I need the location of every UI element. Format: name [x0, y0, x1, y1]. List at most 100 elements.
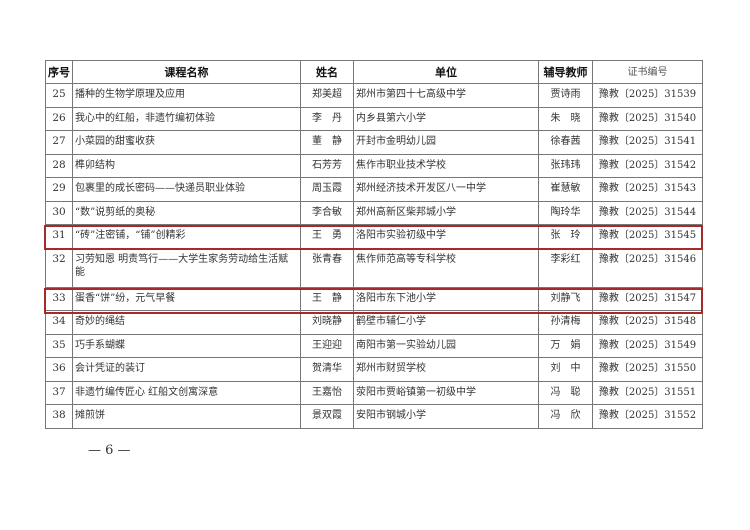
certificate-number: 豫教〔2025〕31541 [592, 130, 703, 155]
tutor-name: 冯 欣 [538, 404, 593, 429]
certificate-number: 豫教〔2025〕31542 [592, 153, 703, 178]
table-row: 26 我心中的红船，非遗竹编初体验李 丹内乡县第六小学朱 晓豫教〔2025〕315… [45, 106, 703, 131]
row-number: 28 [45, 153, 73, 178]
header-tutor: 辅导教师 [538, 60, 593, 84]
row-number: 37 [45, 380, 73, 405]
table-row: 38 摊煎饼 景双霞 安阳市钢城小学冯 欣豫教〔2025〕31552 [45, 404, 703, 429]
unit-name: 内乡县第六小学 [353, 106, 539, 131]
table-row: 35 巧手系蝴蝶 王迎迎 南阳市第一实验幼儿园万 娟豫教〔2025〕31549 [45, 333, 703, 358]
table-row: 31 “砖”注密铺，“铺”创精彩王 勇洛阳市实验初级中学张 玲豫教〔2025〕31… [45, 224, 703, 249]
tutor-name: 万 娟 [538, 333, 593, 358]
student-name: 周玉霞 [300, 177, 354, 202]
table-row: 29 包裹里的成长密码——快递员职业体验 周玉霞 郑州经济技术开发区八一中学 崔慧敏 豫教… [45, 177, 703, 202]
certificate-number: 豫教〔2025〕31551 [592, 380, 703, 405]
unit-name: 郑州经济技术开发区八一中学 [353, 177, 539, 202]
row-number: 31 [45, 224, 73, 249]
header-name: 姓名 [300, 60, 354, 84]
row-number: 36 [45, 357, 73, 382]
unit-name: 南阳市第一实验幼儿园 [353, 333, 539, 358]
unit-name: 安阳市钢城小学 [353, 404, 539, 429]
row-number: 26 [45, 106, 73, 131]
course-name: “数”说剪纸的奥秘 [72, 200, 301, 225]
tutor-name: 陶玲华 [538, 200, 593, 225]
tutor-name: 刘 中 [538, 357, 593, 382]
row-number: 38 [45, 404, 73, 429]
student-name: 李 丹 [300, 106, 354, 131]
student-name: 王嘉怡 [300, 380, 354, 405]
student-name: 董 静 [300, 130, 354, 155]
course-name: 摊煎饼 [72, 404, 301, 429]
course-name: 榫卯结构 [72, 153, 301, 178]
course-name: 包裹里的成长密码——快递员职业体验 [72, 177, 301, 202]
course-name: 蛋香“饼”纷，元气早餐 [72, 286, 301, 311]
certificate-number: 豫教〔2025〕31545 [592, 224, 703, 249]
course-name: 非遗竹编传匠心 红船文创寓深意 [72, 380, 301, 405]
course-name: 会计凭证的装订 [72, 357, 301, 382]
certificate-number: 豫教〔2025〕31550 [592, 357, 703, 382]
student-name: 王迎迎 [300, 333, 354, 358]
row-number: 25 [45, 83, 73, 108]
student-name: 张青春 [300, 247, 354, 288]
page-number: — 6 — [88, 443, 131, 458]
unit-name: 郑州市财贸学校 [353, 357, 539, 382]
unit-name: 焦作市职业技术学校 [353, 153, 539, 178]
student-name: 贺清华 [300, 357, 354, 382]
unit-name: 洛阳市东下池小学 [353, 286, 539, 311]
table-row: 25 播种的生物学原理及应用 郑美超 郑州市第四十七高级中学 贾诗雨 豫教〔2025〕31… [45, 83, 703, 108]
tutor-name: 冯 聪 [538, 380, 593, 405]
course-name: 小菜园的甜蜜收获 [72, 130, 301, 155]
header-no: 序号 [45, 60, 73, 84]
student-name: 石芳芳 [300, 153, 354, 178]
certificate-number: 豫教〔2025〕31546 [592, 247, 703, 288]
tutor-name: 徐春茜 [538, 130, 593, 155]
course-name: “砖”注密铺，“铺”创精彩 [72, 224, 301, 249]
row-number: 32 [45, 247, 73, 288]
row-number: 35 [45, 333, 73, 358]
student-name: 李合敏 [300, 200, 354, 225]
unit-name: 郑州市第四十七高级中学 [353, 83, 539, 108]
student-name: 景双霞 [300, 404, 354, 429]
row-number: 34 [45, 310, 73, 335]
certificate-number: 豫教〔2025〕31549 [592, 333, 703, 358]
table-row: 28 榫卯结构 石芳芳 焦作市职业技术学校 张玮玮 豫教〔2025〕31542 [45, 153, 703, 178]
unit-name: 鹤壁市辅仁小学 [353, 310, 539, 335]
unit-name: 郑州高新区柴邦城小学 [353, 200, 539, 225]
table-row: 34 奇妙的绳结 刘晓静 鹤壁市辅仁小学 孙清梅 豫教〔2025〕31548 [45, 310, 703, 335]
tutor-name: 朱 晓 [538, 106, 593, 131]
table-row: 32 习劳知恩 明责笃行——大学生家务劳动给生活赋能 张青春 焦作师范高等专科学校 李彩… [45, 247, 703, 288]
unit-name: 洛阳市实验初级中学 [353, 224, 539, 249]
student-name: 刘晓静 [300, 310, 354, 335]
tutor-name: 李彩红 [538, 247, 593, 288]
certificate-number: 豫教〔2025〕31544 [592, 200, 703, 225]
table-row: 33 蛋香“饼”纷，元气早餐王 静洛阳市东下池小学 刘静飞 豫教〔2025〕31547 [45, 286, 703, 311]
unit-name: 开封市金明幼儿园 [353, 130, 539, 155]
course-name: 奇妙的绳结 [72, 310, 301, 335]
highlight-box-row-33 [44, 288, 703, 314]
table-row: 36 会计凭证的装订 贺清华 郑州市财贸学校刘 中豫教〔2025〕31550 [45, 357, 703, 382]
course-name: 巧手系蝴蝶 [72, 333, 301, 358]
header-course: 课程名称 [72, 60, 301, 84]
tutor-name: 孙清梅 [538, 310, 593, 335]
course-name: 习劳知恩 明责笃行——大学生家务劳动给生活赋能 [72, 247, 301, 288]
certificate-number: 豫教〔2025〕31548 [592, 310, 703, 335]
row-number: 27 [45, 130, 73, 155]
certificate-number: 豫教〔2025〕31543 [592, 177, 703, 202]
unit-name: 焦作师范高等专科学校 [353, 247, 539, 288]
course-name: 播种的生物学原理及应用 [72, 83, 301, 108]
table-row: 27 小菜园的甜蜜收获董 静开封市金明幼儿园 徐春茜 豫教〔2025〕31541 [45, 130, 703, 155]
table-header-row: 序号 课程名称 姓名 单位 辅导教师 证书编号 [45, 60, 703, 84]
certificate-number: 豫教〔2025〕31547 [592, 286, 703, 311]
table-row: 30 “数”说剪纸的奥秘 李合敏 郑州高新区柴邦城小学 陶玲华 豫教〔2025〕31544 [45, 200, 703, 225]
unit-name: 荥阳市贾峪镇第一初级中学 [353, 380, 539, 405]
tutor-name: 张玮玮 [538, 153, 593, 178]
certificate-number: 豫教〔2025〕31552 [592, 404, 703, 429]
header-unit: 单位 [353, 60, 539, 84]
student-name: 郑美超 [300, 83, 354, 108]
header-cert: 证书编号 [592, 60, 703, 84]
row-number: 30 [45, 200, 73, 225]
highlight-box-row-31 [44, 225, 703, 250]
table-row: 37 非遗竹编传匠心 红船文创寓深意 王嘉怡 荥阳市贾峪镇第一初级中学冯 聪豫教〔20… [45, 380, 703, 405]
certificate-number: 豫教〔2025〕31539 [592, 83, 703, 108]
tutor-name: 张 玲 [538, 224, 593, 249]
row-number: 29 [45, 177, 73, 202]
